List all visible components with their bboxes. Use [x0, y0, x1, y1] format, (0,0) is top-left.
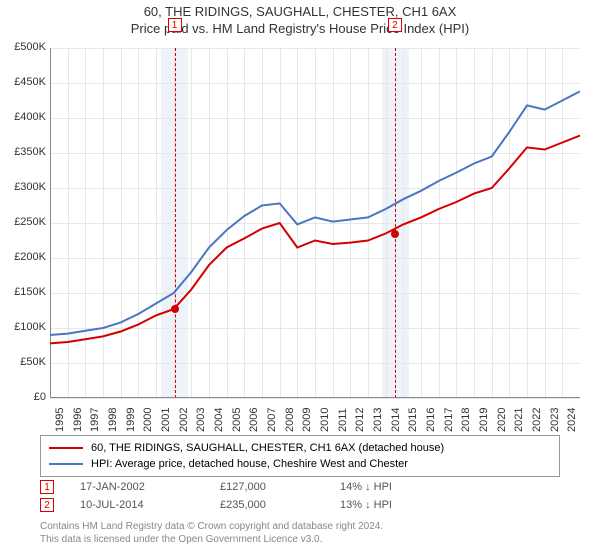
xtick-label: 2017	[443, 408, 455, 432]
xtick-label: 1999	[125, 408, 137, 432]
ytick-label: £150K	[0, 286, 46, 298]
xtick-label: 2021	[513, 408, 525, 432]
xtick-label: 2006	[248, 408, 260, 432]
xtick-label: 2002	[178, 408, 190, 432]
legend-item: HPI: Average price, detached house, Ches…	[49, 456, 551, 472]
xtick-label: 2009	[301, 408, 313, 432]
xtick-label: 2023	[549, 408, 561, 432]
transaction-date: 10-JUL-2014	[80, 499, 220, 511]
xtick-label: 1997	[89, 408, 101, 432]
xtick-label: 2005	[231, 408, 243, 432]
xtick-label: 2000	[142, 408, 154, 432]
xtick-label: 2016	[425, 408, 437, 432]
ytick-label: £0	[0, 391, 46, 403]
transaction-idx-box: 2	[40, 498, 54, 512]
legend-box: 60, THE RIDINGS, SAUGHALL, CHESTER, CH1 …	[40, 435, 560, 477]
xtick-label: 2003	[195, 408, 207, 432]
xtick-label: 2004	[213, 408, 225, 432]
transaction-table: 1 17-JAN-2002£127,00014% ↓ HPI 2 10-JUL-201…	[40, 478, 560, 514]
xtick-label: 2013	[372, 408, 384, 432]
xtick-label: 2018	[460, 408, 472, 432]
transaction-delta: 14% ↓ HPI	[340, 481, 480, 493]
xtick-label: 2022	[531, 408, 543, 432]
legend-label: 60, THE RIDINGS, SAUGHALL, CHESTER, CH1 …	[91, 442, 444, 454]
footer-line2: This data is licensed under the Open Gov…	[40, 533, 560, 546]
xtick-label: 2010	[319, 408, 331, 432]
title-subtitle: Price paid vs. HM Land Registry's House …	[0, 21, 600, 36]
series-hpi	[50, 91, 580, 335]
ytick-label: £400K	[0, 111, 46, 123]
ytick-label: £450K	[0, 76, 46, 88]
xtick-label: 2015	[407, 408, 419, 432]
transaction-idx-box: 1	[40, 480, 54, 494]
legend-swatch	[49, 463, 83, 465]
ytick-label: £50K	[0, 356, 46, 368]
transaction-delta: 13% ↓ HPI	[340, 499, 480, 511]
chart-lines	[50, 48, 580, 398]
transaction-point	[171, 305, 179, 313]
xtick-label: 2014	[390, 408, 402, 432]
footer-attribution: Contains HM Land Registry data © Crown c…	[40, 520, 560, 546]
xtick-label: 1996	[72, 408, 84, 432]
xtick-label: 2019	[478, 408, 490, 432]
xtick-label: 1995	[54, 408, 66, 432]
ytick-label: £200K	[0, 251, 46, 263]
title-address: 60, THE RIDINGS, SAUGHALL, CHESTER, CH1 …	[0, 4, 600, 19]
legend-swatch	[49, 447, 83, 449]
xtick-label: 2008	[284, 408, 296, 432]
ytick-label: £250K	[0, 216, 46, 228]
gridline-h	[50, 398, 580, 399]
transaction-row: 1 17-JAN-2002£127,00014% ↓ HPI	[40, 478, 560, 496]
legend-label: HPI: Average price, detached house, Ches…	[91, 458, 408, 470]
xtick-label: 2011	[337, 408, 349, 432]
transaction-row: 2 10-JUL-2014£235,00013% ↓ HPI	[40, 496, 560, 514]
xtick-label: 2007	[266, 408, 278, 432]
transaction-date: 17-JAN-2002	[80, 481, 220, 493]
xtick-label: 2024	[566, 408, 578, 432]
chart-container: 60, THE RIDINGS, SAUGHALL, CHESTER, CH1 …	[0, 0, 600, 560]
ytick-label: £500K	[0, 41, 46, 53]
xtick-label: 1998	[107, 408, 119, 432]
ytick-label: £100K	[0, 321, 46, 333]
series-property	[50, 136, 580, 344]
legend-item: 60, THE RIDINGS, SAUGHALL, CHESTER, CH1 …	[49, 440, 551, 456]
chart-titles: 60, THE RIDINGS, SAUGHALL, CHESTER, CH1 …	[0, 0, 600, 36]
transaction-marker-box: 2	[388, 18, 402, 32]
transaction-marker-box: 1	[168, 18, 182, 32]
xtick-label: 2001	[160, 408, 172, 432]
ytick-label: £300K	[0, 181, 46, 193]
transaction-price: £127,000	[220, 481, 340, 493]
xtick-label: 2012	[354, 408, 366, 432]
chart-plot-area: £0£50K£100K£150K£200K£250K£300K£350K£400…	[50, 48, 580, 398]
footer-line1: Contains HM Land Registry data © Crown c…	[40, 520, 560, 533]
ytick-label: £350K	[0, 146, 46, 158]
transaction-price: £235,000	[220, 499, 340, 511]
xtick-label: 2020	[496, 408, 508, 432]
transaction-point	[391, 230, 399, 238]
